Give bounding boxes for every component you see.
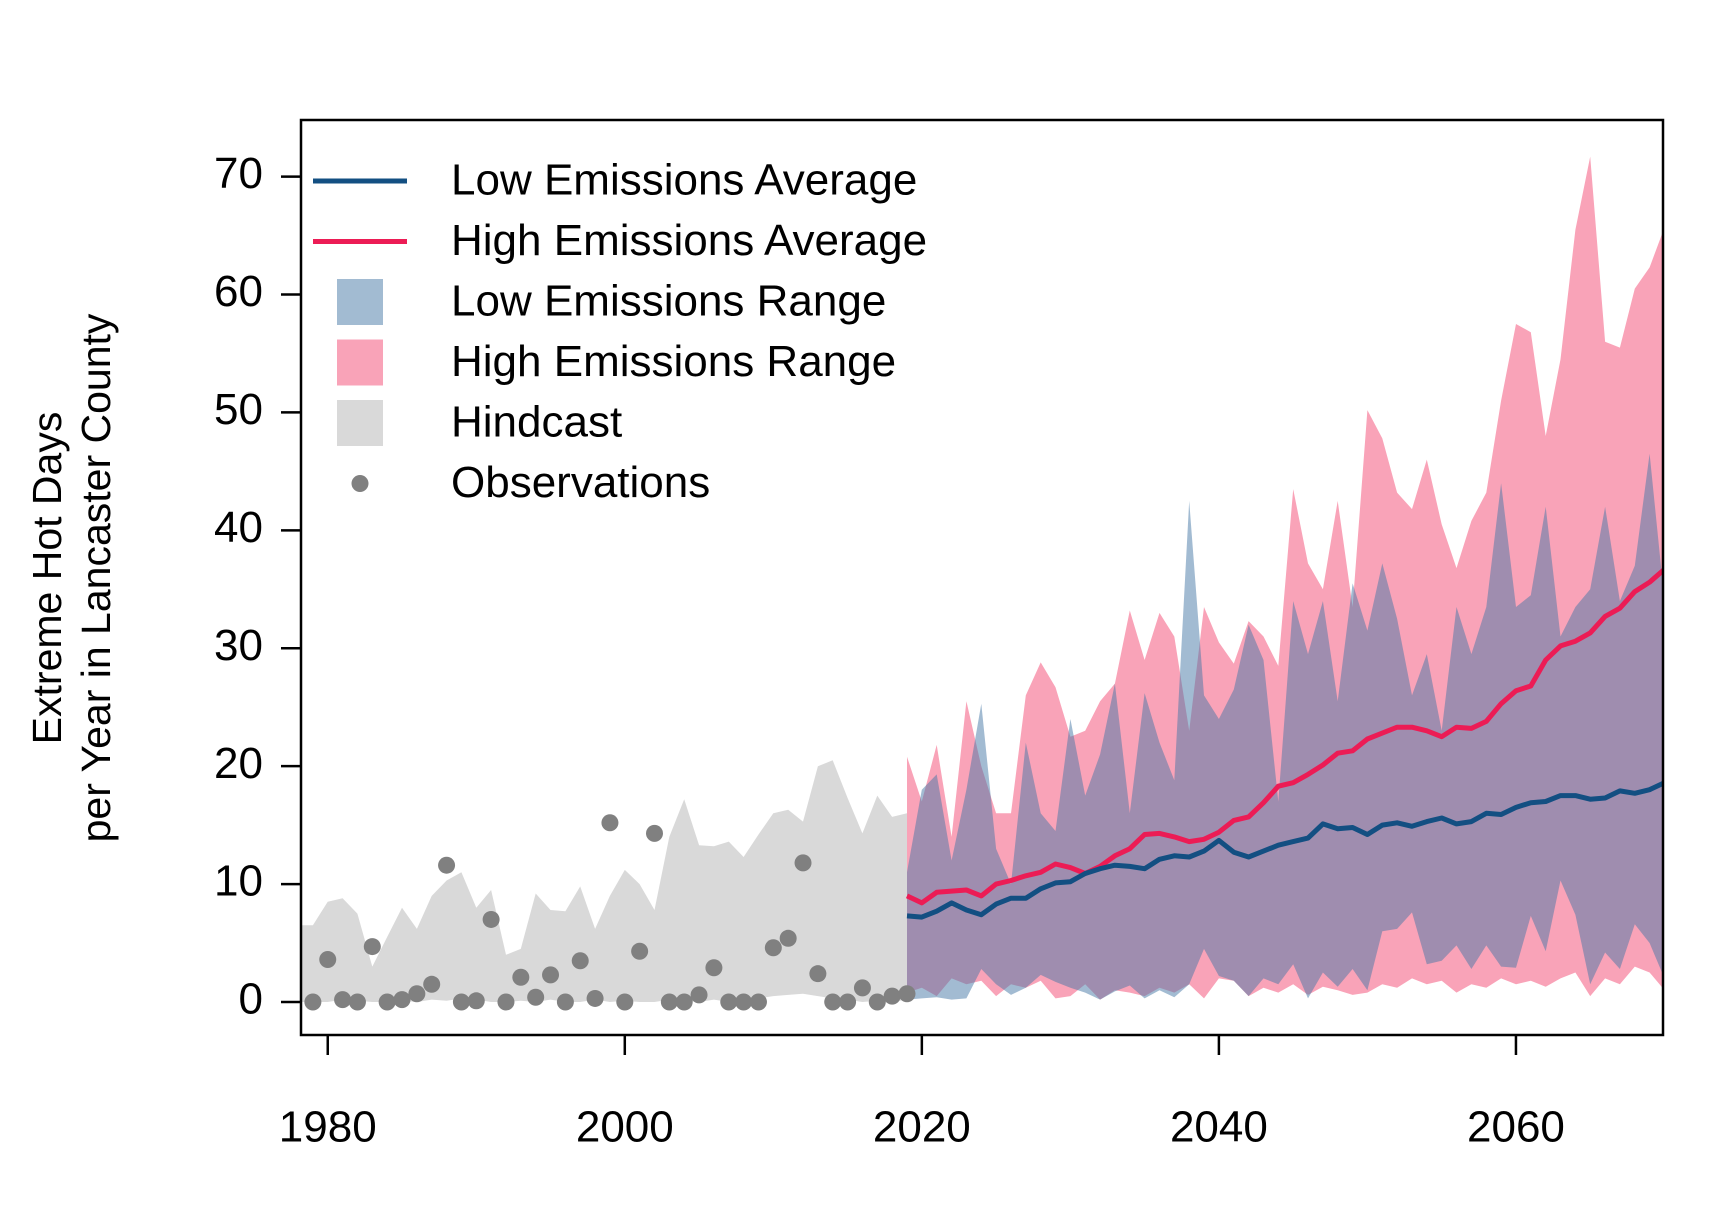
observation-point bbox=[319, 951, 337, 969]
average-line bbox=[906, 780, 1663, 920]
observation-point bbox=[497, 993, 515, 1011]
observation-point bbox=[616, 993, 634, 1011]
y-tick-label: 70 bbox=[214, 149, 263, 198]
y-axis-title: Extreme Hot Days bbox=[24, 412, 70, 745]
observation-point bbox=[527, 988, 545, 1006]
observation-point bbox=[764, 939, 782, 957]
observation-point bbox=[809, 965, 827, 983]
observation-point bbox=[542, 966, 560, 984]
y-tick-label: 30 bbox=[214, 621, 263, 670]
observation-point bbox=[363, 938, 381, 956]
observation-point bbox=[839, 993, 857, 1011]
observation-point bbox=[348, 993, 366, 1011]
observation-point bbox=[378, 993, 396, 1011]
legend-label: Hindcast bbox=[451, 398, 622, 447]
x-tick-label: 2020 bbox=[873, 1103, 971, 1152]
observation-point bbox=[675, 993, 693, 1011]
observation-point bbox=[883, 987, 901, 1005]
plot-area bbox=[301, 156, 1663, 1011]
observation-point bbox=[452, 993, 470, 1011]
legend-label: High Emissions Range bbox=[451, 337, 896, 386]
observation-point bbox=[898, 985, 916, 1003]
average-line bbox=[905, 567, 1663, 906]
y-tick-label: 40 bbox=[214, 503, 263, 552]
observation-point bbox=[601, 814, 619, 832]
observation-point bbox=[824, 993, 842, 1011]
observation-point bbox=[720, 993, 738, 1011]
legend-label: High Emissions Average bbox=[451, 216, 927, 265]
observation-point bbox=[645, 824, 663, 842]
legend-swatch bbox=[337, 279, 383, 325]
observation-point bbox=[705, 959, 723, 977]
x-tick-label: 1980 bbox=[279, 1103, 377, 1152]
x-tick-label: 2040 bbox=[1170, 1103, 1268, 1152]
y-tick-label: 0 bbox=[239, 975, 263, 1024]
range-band bbox=[907, 453, 1663, 1000]
observation-point bbox=[512, 968, 530, 986]
x-tick-label: 2000 bbox=[576, 1103, 674, 1152]
legend-swatch bbox=[351, 475, 369, 492]
y-tick-label: 60 bbox=[214, 267, 263, 316]
observation-point bbox=[794, 854, 812, 872]
plot-frame bbox=[299, 118, 1665, 1037]
observation-point bbox=[631, 942, 649, 960]
observation-point bbox=[735, 993, 753, 1011]
y-tick-label: 20 bbox=[214, 739, 263, 788]
observation-point bbox=[690, 986, 708, 1004]
observation-point bbox=[408, 985, 426, 1003]
range-band bbox=[301, 760, 907, 1002]
observation-point bbox=[304, 993, 322, 1011]
observation-point bbox=[660, 993, 678, 1011]
legend: Low Emissions Average High Emissions Aver… bbox=[313, 156, 927, 507]
observation-point bbox=[482, 910, 500, 928]
observation-point bbox=[749, 993, 767, 1011]
observation-point bbox=[556, 993, 574, 1011]
y-axis-title-line: per Year in Lancaster County bbox=[73, 313, 119, 842]
x-tick-label: 2060 bbox=[1467, 1103, 1565, 1152]
legend-label: Observations bbox=[451, 458, 710, 507]
y-tick-label: 10 bbox=[214, 857, 263, 906]
legend-label: Low Emissions Average bbox=[451, 156, 917, 205]
legend-swatch bbox=[337, 339, 383, 386]
observation-point bbox=[393, 991, 411, 1009]
observation-point bbox=[423, 975, 441, 993]
y-axis-title-line: Extreme Hot Days bbox=[24, 412, 70, 745]
observation-point bbox=[853, 979, 871, 997]
observation-point bbox=[868, 993, 886, 1011]
y-axis-title: per Year in Lancaster County bbox=[73, 313, 119, 842]
observation-point bbox=[779, 929, 797, 947]
observation-point bbox=[571, 952, 589, 970]
observation-point bbox=[467, 992, 485, 1010]
observation-point bbox=[334, 991, 352, 1009]
legend-label: Low Emissions Range bbox=[451, 277, 886, 326]
observation-point bbox=[438, 856, 456, 874]
observation-point bbox=[586, 989, 604, 1007]
legend-swatch bbox=[337, 400, 383, 446]
y-tick-label: 50 bbox=[214, 385, 263, 434]
